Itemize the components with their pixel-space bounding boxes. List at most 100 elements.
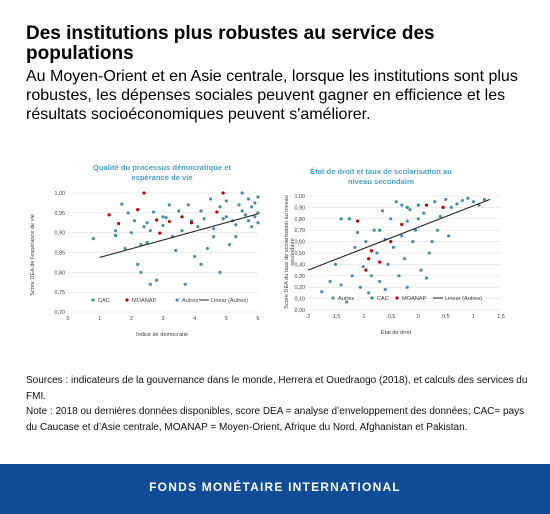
data-point-cac — [347, 217, 351, 221]
data-point-autres — [202, 217, 206, 221]
sources-note: Sources : indicateurs de la gouvernance … — [26, 373, 531, 435]
y-tick-label: 0,50 — [295, 251, 306, 257]
chart-democracy-life-expectancy: Qualité du processus démocratique et esp… — [30, 163, 260, 338]
data-point-autres — [234, 223, 238, 227]
data-point-cac — [378, 228, 382, 232]
data-point-moanap — [136, 208, 140, 212]
y-tick-label: 0,70 — [55, 310, 66, 316]
data-point-autres — [126, 211, 130, 215]
y-tick-label: 1,00 — [295, 194, 306, 200]
data-point-autres — [400, 203, 404, 207]
data-point-moanap — [369, 249, 374, 253]
x-tick-label: 1,5 — [497, 314, 505, 320]
data-point-autres — [408, 208, 412, 212]
data-point-autres — [411, 240, 415, 244]
legend-item: Autres — [338, 296, 354, 302]
data-point-autres — [139, 270, 143, 274]
data-point-moanap — [400, 222, 404, 227]
data-point-autres — [402, 257, 407, 261]
data-point-moanap — [155, 218, 159, 222]
data-point-autres — [148, 282, 152, 286]
data-point-autres — [136, 262, 140, 266]
data-point-cac — [339, 217, 343, 221]
footer-bar: FONDS MONÉTAIRE INTERNATIONAL — [0, 464, 550, 514]
trend-line — [307, 198, 491, 271]
y-tick-label: 1,00 — [55, 191, 66, 197]
data-point-autres — [218, 205, 222, 209]
x-tick-label: -0,5 — [386, 314, 395, 320]
data-point-autres — [433, 200, 437, 204]
data-point-autres — [177, 209, 181, 213]
data-point-autres — [361, 265, 365, 269]
legend-item: MOANAP — [402, 296, 427, 302]
data-point-autres — [250, 225, 254, 229]
data-point-autres — [380, 209, 385, 213]
data-point-autres — [167, 203, 171, 207]
y-tick-label: 0,85 — [55, 251, 66, 257]
data-point-autres — [364, 240, 368, 244]
data-point-autres — [424, 276, 429, 280]
y-tick-label: 0,60 — [295, 240, 306, 246]
data-point-autres — [400, 234, 404, 238]
data-point-autres — [196, 225, 200, 229]
y-tick-label: 0,75 — [55, 290, 66, 296]
data-point-autres — [161, 223, 165, 228]
data-point-autres — [378, 279, 382, 284]
data-point-autres — [405, 285, 409, 289]
data-point-autres — [333, 262, 338, 266]
x-tick-label: -2 — [306, 314, 311, 320]
data-point-moanap — [142, 191, 146, 195]
data-point-moanap — [389, 240, 393, 244]
data-point-autres — [164, 215, 168, 220]
data-point-cac — [416, 203, 420, 207]
data-point-autres — [227, 242, 232, 247]
data-point-moanap — [107, 213, 111, 217]
data-point-cac — [405, 205, 409, 209]
data-point-autres — [186, 203, 190, 207]
data-point-autres — [397, 274, 401, 278]
x-tick-label: 2 — [130, 316, 133, 322]
page-title: Des institutions plus robustes au servic… — [26, 23, 435, 64]
data-point-moanap — [424, 203, 429, 207]
data-point-autres — [405, 219, 409, 223]
data-point-autres — [243, 213, 247, 217]
legend-swatch — [125, 298, 129, 302]
x-tick-label: 5 — [225, 316, 228, 322]
data-point-autres — [427, 251, 431, 255]
x-tick-label: 4 — [193, 316, 196, 322]
x-tick-label: 3 — [162, 316, 165, 322]
x-tick-label: 0,5 — [442, 314, 450, 320]
data-point-autres — [129, 231, 133, 235]
data-point-autres — [435, 228, 440, 232]
data-point-autres — [145, 221, 149, 225]
data-point-autres — [180, 229, 184, 233]
trend-line — [99, 213, 259, 258]
y-tick-label: 0,90 — [55, 231, 66, 237]
legend-item: CAC — [98, 298, 110, 304]
data-point-autres — [455, 202, 459, 206]
data-point-autres — [246, 197, 251, 201]
chart-title-line-2: niveau secondaire — [348, 177, 414, 186]
data-point-autres — [356, 230, 360, 235]
data-point-autres — [199, 262, 203, 266]
data-point-autres — [253, 201, 257, 205]
data-point-moanap — [180, 215, 184, 219]
y-tick-label: 0,00 — [295, 308, 306, 314]
data-point-moanap — [215, 210, 219, 214]
data-point-moanap — [117, 221, 121, 226]
data-point-autres — [246, 219, 251, 223]
data-point-autres — [416, 217, 420, 221]
data-point-autres — [482, 197, 487, 202]
data-point-autres — [389, 217, 393, 221]
data-point-autres — [394, 200, 398, 204]
sources-line: Sources : indicateurs de la gouvernance … — [26, 375, 528, 402]
data-point-autres — [447, 234, 451, 238]
data-point-autres — [383, 287, 387, 292]
data-point-autres — [205, 246, 209, 251]
data-point-autres — [199, 209, 203, 213]
data-point-autres — [256, 221, 260, 225]
data-point-autres — [240, 191, 244, 195]
chart-rule-of-law-enrolment: État de droit et taux de scolarisation a… — [284, 167, 505, 336]
data-point-autres — [345, 300, 349, 304]
data-point-autres — [155, 278, 159, 282]
